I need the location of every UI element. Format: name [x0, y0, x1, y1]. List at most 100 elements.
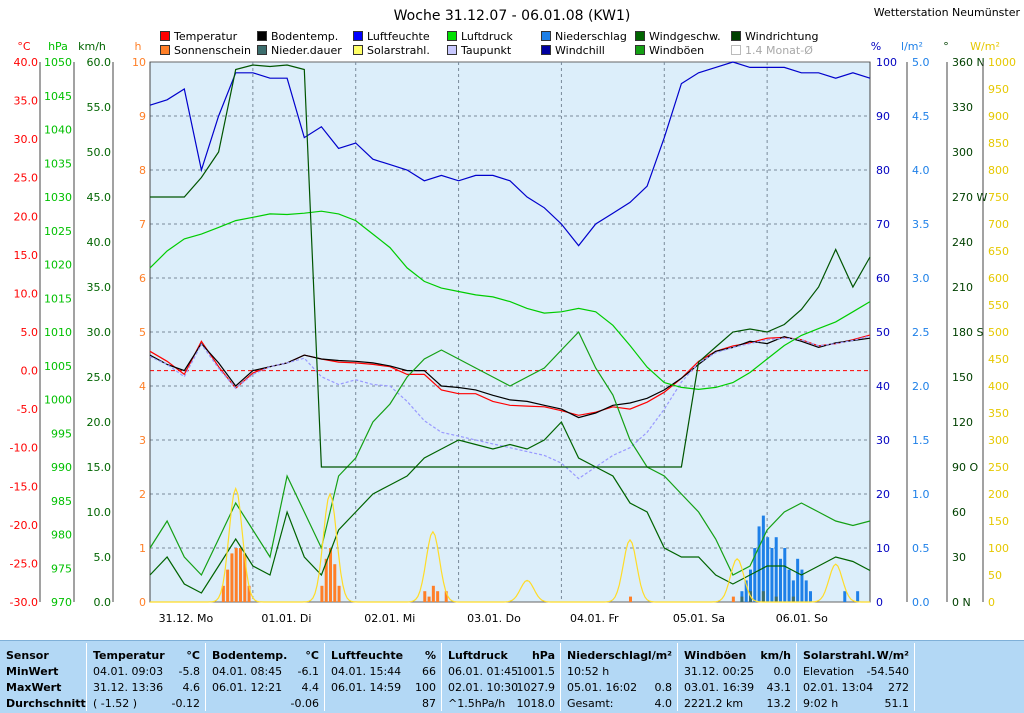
- wind-tick-label: 25.0: [87, 371, 112, 384]
- legend-label: Luftfeuchte: [367, 30, 430, 43]
- stats-max-value: 100: [415, 681, 436, 694]
- solar-tick-label: 850: [988, 137, 1009, 150]
- bar-sonnenschein: [337, 585, 341, 602]
- stats-avg-time: ^1.5hPa/h: [448, 697, 506, 710]
- temp-tick-label: -20.0: [10, 519, 38, 532]
- temp-tick-label: 30.0: [14, 133, 39, 146]
- stats-avg-value: -0.06: [290, 697, 319, 710]
- pressure-tick-label: 1000: [44, 394, 72, 407]
- series-taupunkt: [149, 335, 871, 480]
- pressure-tick-label: 975: [51, 562, 72, 575]
- stats-column: Niederschlag l/m² 10:52 h 05.01. 16:02 0.8 Ge…: [561, 641, 678, 713]
- pressure-tick-label: 1045: [44, 90, 72, 103]
- pressure-tick-label: 1025: [44, 225, 72, 238]
- stats-avg-value: 51.1: [884, 697, 910, 710]
- line-series: [149, 61, 871, 603]
- stats-column: Bodentemp. °C 04.01. 08:45 -6.1 06.01. 12:21…: [206, 641, 325, 713]
- legend-swatch: [635, 45, 645, 55]
- legend-item: Taupunkt: [447, 44, 511, 57]
- pressure-tick-label: 970: [51, 596, 72, 609]
- stats-avg-row: ^1.5hPa/h 1018.0: [442, 697, 561, 711]
- stats-separator: [205, 643, 206, 711]
- stats-min-row: 31.12. 00:25 0.0: [678, 665, 797, 679]
- grid-lines: [150, 62, 870, 602]
- stats-avg-row: -0.06: [206, 697, 325, 711]
- x-tick-label: 05.01. Sa: [673, 612, 725, 625]
- bar-niederschlag: [770, 548, 774, 602]
- legend-label: Taupunkt: [461, 44, 512, 57]
- rain-tick-label: 3.5: [912, 218, 930, 231]
- bar-niederschlag: [779, 558, 782, 602]
- pressure-tick-label: 1035: [44, 157, 72, 170]
- bar-sonnenschein: [221, 585, 225, 602]
- stats-min-time: 06.01. 01:45: [448, 665, 519, 678]
- legend-label: Windchill: [555, 44, 605, 57]
- wind-tick-label: 55.0: [87, 101, 112, 114]
- bar-niederschlag: [753, 548, 757, 602]
- direction-tick-label: 210: [952, 281, 973, 294]
- stats-max-value: 0.8: [654, 681, 673, 694]
- stats-column-name: Solarstrahl.: [803, 649, 876, 662]
- bar-sonnenschein: [230, 553, 234, 602]
- solar-tick-label: 0: [988, 596, 995, 609]
- direction-tick-label: 60: [952, 506, 966, 519]
- bar-sonnenschein: [226, 569, 230, 602]
- stats-column-header: Windböen km/h: [678, 649, 797, 663]
- rain-tick-label: 1.0: [912, 488, 930, 501]
- solar-tick-label: 1000: [988, 56, 1016, 69]
- pressure-tick-label: 1020: [44, 259, 72, 272]
- bar-niederschlag: [809, 591, 812, 602]
- rain-tick-label: 4.5: [912, 110, 930, 123]
- stats-avg-row: ( -1.52 ) -0.12: [87, 697, 206, 711]
- hours-tick-label: 5: [139, 326, 146, 339]
- pressure-tick-label: 1005: [44, 360, 72, 373]
- stats-max-row: 02.01. 10:30 1027.9: [442, 681, 561, 695]
- stats-max-value: 4.6: [182, 681, 201, 694]
- solar-tick-label: 400: [988, 380, 1009, 393]
- series-windben: [149, 330, 871, 577]
- wind-tick-label: 20.0: [87, 416, 112, 429]
- wind-tick-label: 40.0: [87, 236, 112, 249]
- bar-sonnenschein: [436, 591, 440, 602]
- pressure-tick-label: 995: [51, 427, 72, 440]
- rain-tick-label: 4.0: [912, 164, 930, 177]
- temp-tick-label: 10.0: [14, 287, 39, 300]
- stats-max-value: 43.1: [766, 681, 792, 694]
- solar-tick-label: 800: [988, 164, 1009, 177]
- temp-tick-label: -15.0: [10, 480, 38, 493]
- hours-tick-label: 1: [139, 542, 146, 555]
- legend-swatch: [447, 45, 457, 55]
- stats-column-name: Luftfeuchte: [331, 649, 404, 662]
- bar-niederschlag: [757, 526, 761, 602]
- series-bodentemp: [149, 335, 871, 419]
- stats-max-row: 31.12. 13:36 4.6: [87, 681, 206, 695]
- solar-unit-label: W/m²: [970, 40, 1000, 53]
- pressure-tick-label: 990: [51, 461, 72, 474]
- bar-sonnenschein: [239, 548, 242, 602]
- direction-tick-label: 30: [952, 551, 966, 564]
- stats-avg-time: Gesamt:: [567, 697, 614, 710]
- legend-item: Windgeschw.: [635, 30, 721, 43]
- direction-tick-label: 180 S: [952, 326, 983, 339]
- wind-tick-label: 35.0: [87, 281, 112, 294]
- wind-tick-label: 45.0: [87, 191, 112, 204]
- legend-label: Solarstrahl.: [367, 44, 430, 57]
- hours-tick-label: 7: [139, 218, 146, 231]
- legend: Temperatur Bodentemp. Luftfeuchte Luftdruck…: [160, 30, 860, 60]
- wind-tick-label: 0.0: [94, 596, 112, 609]
- stats-max-time: 03.01. 16:39: [684, 681, 755, 694]
- stats-column-header: Solarstrahl. W/m²: [797, 649, 915, 663]
- temp-tick-label: 25.0: [14, 172, 39, 185]
- series-solarstrahl: [150, 486, 870, 603]
- stats-column: Luftfeuchte% 04.01. 15:44 66 06.01. 14:59 10…: [325, 641, 442, 713]
- hours-tick-label: 4: [139, 380, 146, 393]
- temp-unit-label: °C: [17, 40, 31, 53]
- x-tick-label: 01.01. Di: [261, 612, 311, 625]
- pressure-tick-label: 1015: [44, 292, 72, 305]
- stats-min-value: -6.1: [297, 665, 319, 678]
- humidity-tick-label: 90: [876, 110, 890, 123]
- hours-tick-label: 3: [139, 434, 146, 447]
- temp-tick-label: -5.0: [17, 403, 38, 416]
- chart-title: Woche 31.12.07 - 06.01.08 (KW1): [394, 8, 631, 24]
- bar-niederschlag: [804, 580, 808, 602]
